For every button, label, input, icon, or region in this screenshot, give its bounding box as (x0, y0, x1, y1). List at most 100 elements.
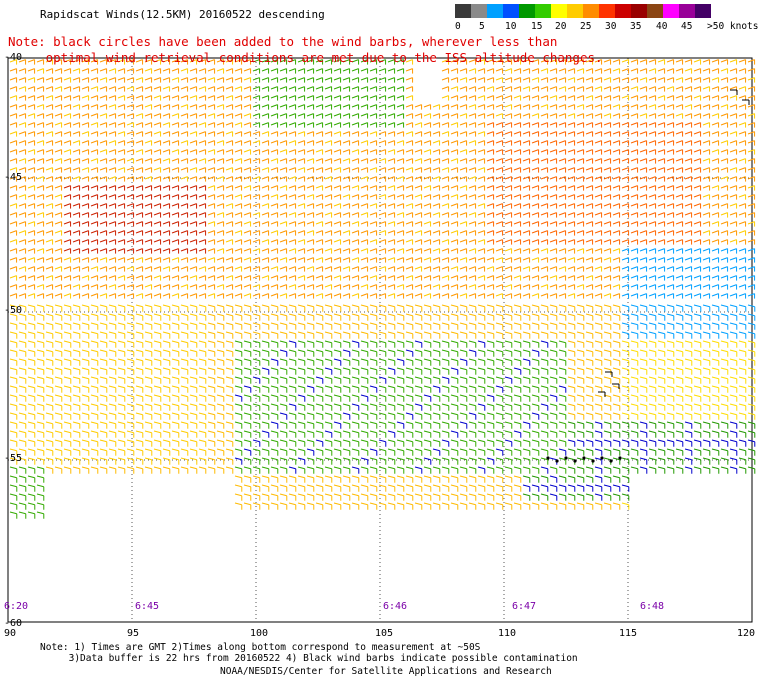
wind-barb (639, 104, 647, 108)
wind-barb (558, 68, 566, 72)
wind-barb (297, 284, 305, 288)
wind-barb (117, 239, 125, 243)
wind-barb (81, 59, 89, 63)
wind-barb (567, 257, 575, 261)
wind-barb (207, 248, 215, 252)
wind-barb (468, 257, 476, 261)
wind-barb (630, 275, 638, 279)
wind-barb (495, 185, 503, 189)
wind-barb (90, 313, 98, 317)
wind-barb (738, 322, 746, 326)
wind-barb (45, 176, 53, 180)
wind-barb (675, 275, 683, 279)
wind-barb (711, 122, 719, 126)
wind-barb (531, 230, 539, 234)
wind-barb (531, 248, 539, 252)
wind-barb (711, 257, 719, 261)
wind-barb (693, 257, 701, 261)
wind-barb (306, 86, 314, 90)
wind-barb (9, 140, 17, 144)
wind-barb (90, 257, 98, 261)
wind-barb (468, 185, 476, 189)
wind-barb (648, 122, 656, 126)
wind-barb (540, 257, 548, 261)
wind-barb (180, 194, 188, 198)
wind-barb (504, 131, 512, 135)
wind-barb (387, 95, 395, 99)
wind-barb (153, 122, 161, 126)
wind-barb (747, 230, 755, 234)
wind-barb (702, 167, 710, 171)
wind-barb (684, 158, 692, 162)
wind-barb (252, 239, 260, 243)
wind-barb (738, 167, 746, 171)
wind-barb (594, 212, 602, 216)
wind-barb (81, 131, 89, 135)
wind-barb (630, 104, 638, 108)
wind-barb (702, 266, 710, 270)
wind-barb (504, 95, 512, 99)
wind-barb (621, 230, 629, 234)
wind-barb (243, 77, 251, 81)
wind-barb (324, 122, 332, 126)
wind-barb (324, 239, 332, 243)
wind-barb (333, 185, 341, 189)
wind-barb (252, 122, 260, 126)
wind-barb (567, 304, 575, 308)
wind-barb (513, 158, 521, 162)
wind-barb (639, 86, 647, 90)
wind-barb (396, 122, 404, 126)
wind-barb (720, 203, 728, 207)
wind-barb (513, 284, 521, 288)
wind-barb (684, 248, 692, 252)
wind-barb (369, 104, 377, 108)
wind-barb (459, 304, 467, 308)
wind-barb (198, 122, 206, 126)
wind-barb (702, 212, 710, 216)
wind-barb (63, 284, 71, 288)
wind-barb (288, 122, 296, 126)
wind-barb (459, 293, 467, 297)
wind-barb (63, 95, 71, 99)
wind-barb (252, 221, 260, 225)
wind-barb (729, 185, 737, 189)
wind-barb (234, 158, 242, 162)
wind-barb (135, 59, 143, 63)
wind-barb (252, 257, 260, 261)
wind-barb (99, 122, 107, 126)
wind-barb (306, 293, 314, 297)
wind-barb (162, 122, 170, 126)
wind-barb (297, 313, 305, 317)
wind-barb (378, 176, 386, 180)
wind-barb (81, 104, 89, 108)
wind-barb (504, 122, 512, 126)
wind-barb (702, 257, 710, 261)
wind-barb (639, 149, 647, 153)
wind-barb (36, 167, 44, 171)
wind-barb (369, 203, 377, 207)
wind-barb (414, 221, 422, 225)
wind-barb (135, 158, 143, 162)
wind-barb (387, 293, 395, 297)
wind-barb (567, 59, 575, 63)
wind-barb (441, 185, 449, 189)
wind-barb (333, 212, 341, 216)
wind-barb (522, 59, 530, 63)
wind-barb (108, 212, 116, 216)
wind-barb (486, 131, 494, 135)
wind-barb (396, 68, 404, 72)
wind-barb (567, 95, 575, 99)
wind-barb (657, 284, 665, 288)
wind-barb (531, 322, 539, 326)
wind-barb (333, 68, 341, 72)
wind-barb (270, 257, 278, 261)
wind-barb (261, 176, 269, 180)
wind-barb (513, 149, 521, 153)
wind-barb (171, 266, 179, 270)
wind-barb (621, 158, 629, 162)
wind-barb (207, 230, 215, 234)
wind-barb (477, 131, 485, 135)
wind-barb (270, 284, 278, 288)
wind-barb (729, 149, 737, 153)
wind-barb (549, 68, 557, 72)
